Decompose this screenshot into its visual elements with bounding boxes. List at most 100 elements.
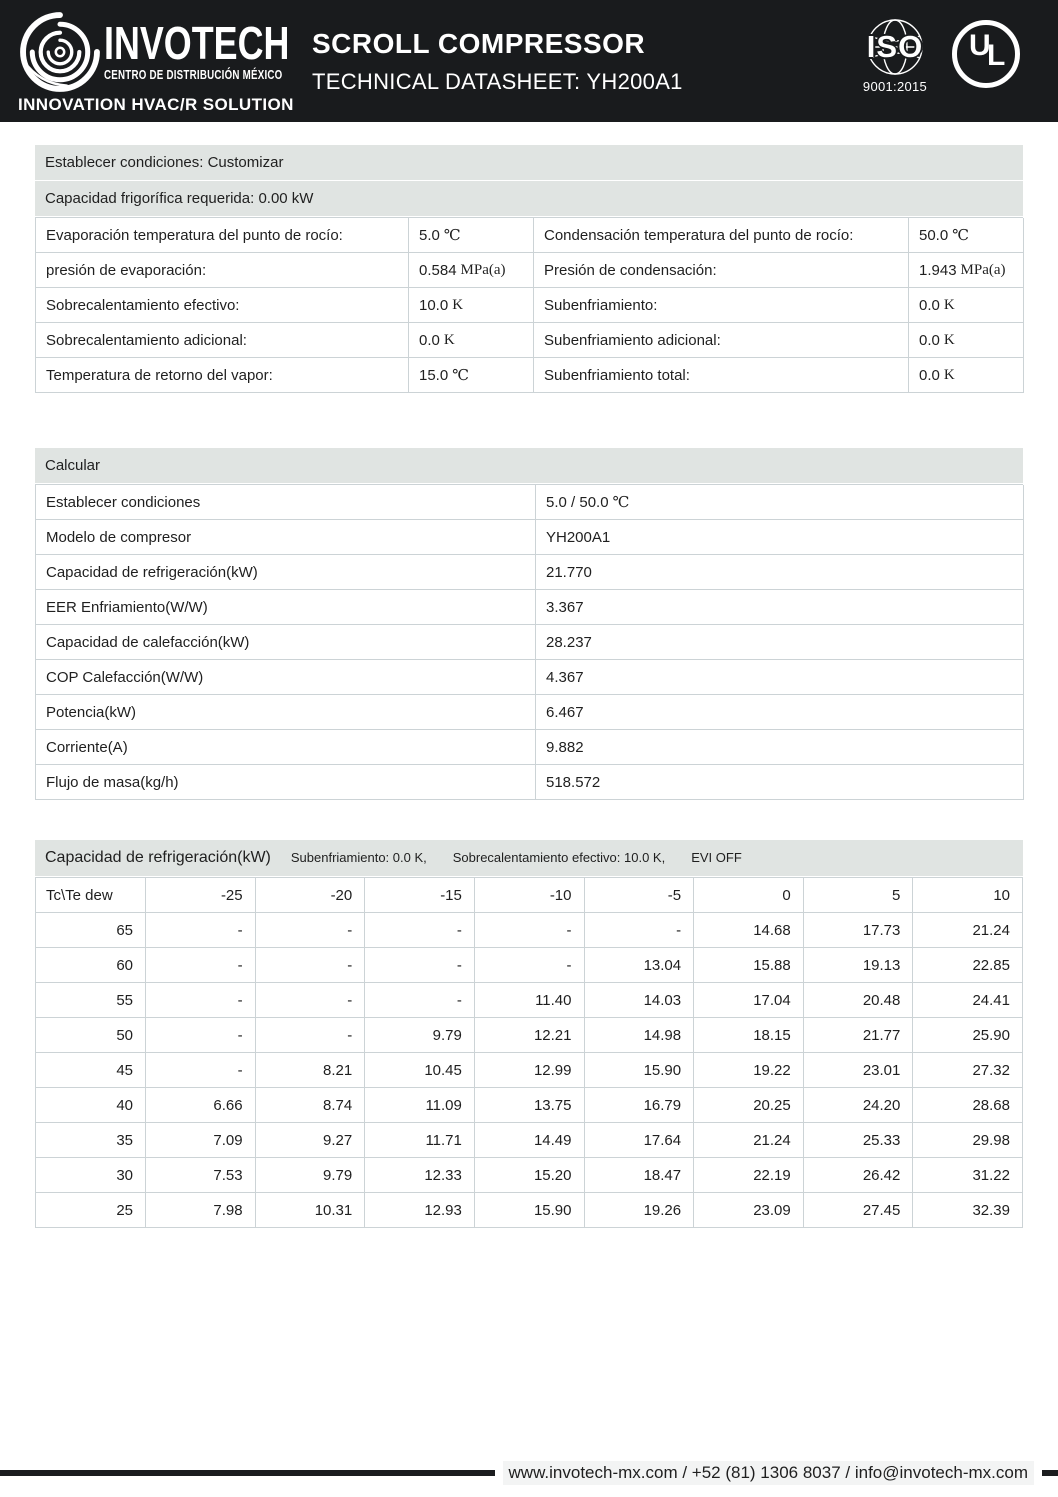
iso-globe: ISO (853, 16, 937, 78)
capacity-row: 35 7.09 9.27 11.71 14.49 17.64 21.24 25.33 29.98 (36, 1123, 1023, 1158)
header: INVOTECH CENTRO DE DISTRIBUCIÓN MÉXICO I… (0, 0, 1058, 122)
capacity-row: 55- - -11.40 14.03 17.04 20.48 24.41 (36, 983, 1023, 1018)
calculate-row: COP Calefacción(W/W) 4.367 (36, 660, 1024, 695)
logo-subline-innovation: INNOVATION HVAC/R SOLUTION (18, 95, 294, 114)
capacity-value-cell: - (146, 948, 256, 983)
capacity-value-cell: 19.26 (584, 1193, 695, 1228)
capacity-row-header: 30 (36, 1158, 146, 1193)
logo-name: INVOTECH (104, 16, 290, 69)
capacity-value-cell: 12.21 (474, 1018, 585, 1053)
capacity-value-cell: - (146, 913, 256, 948)
value-number: 21.770 (546, 563, 592, 581)
globe-icon (867, 19, 923, 75)
value-unit: K (943, 366, 955, 383)
capacity-row-header: 55 (36, 983, 146, 1018)
iso-standard-label: 9001:2015 (862, 79, 928, 94)
capacity-value-cell: 22.19 (694, 1158, 804, 1193)
condition-label-right: Subenfriamiento total: (534, 358, 909, 393)
value-number: 0.584 (419, 261, 457, 279)
condition-row: presión de evaporación: 0.584 MPa(a) Pre… (36, 253, 1024, 288)
capacity-value-cell: 7.09 (146, 1123, 256, 1158)
capacity-value-cell: - (255, 983, 366, 1018)
capacity-row-header: 50 (36, 1018, 146, 1053)
calculate-row: Establecer condiciones 5.0 / 50.0 ℃ (36, 485, 1024, 520)
capacity-value-cell: 28.68 (913, 1088, 1023, 1123)
capacity-value-cell: 9.79 (255, 1158, 366, 1193)
condition-row: Sobrecalentamiento adicional: 0.0 K Sube… (36, 323, 1024, 358)
invotech-logo: INVOTECH CENTRO DE DISTRIBUCIÓN MÉXICO I… (18, 10, 342, 115)
value-number: 518.572 (546, 773, 601, 791)
capacity-value-cell: 22.85 (913, 948, 1023, 983)
calculate-row: EER Enfriamiento(W/W) 3.367 (36, 590, 1024, 625)
capacity-subtitle-segment: Sobrecalentamiento efectivo: 10.0 K, (452, 850, 666, 865)
logo-text-stack: INVOTECH CENTRO DE DISTRIBUCIÓN MÉXICO (104, 16, 342, 83)
conditions-header-line1: Establecer condiciones: Customizar (35, 145, 1023, 180)
capacity-row: 25 7.98 10.31 12.93 15.90 19.26 23.09 27.45 32.3… (36, 1193, 1023, 1228)
value-number: 3.367 (546, 598, 584, 616)
calculate-row: Potencia(kW) 6.467 (36, 695, 1024, 730)
capacity-value-cell: 7.98 (146, 1193, 256, 1228)
calculate-value: 28.237 (536, 625, 1024, 660)
capacity-value-cell: 14.03 (584, 983, 695, 1018)
iso-label: ISO (866, 29, 924, 64)
condition-label-left: Temperatura de retorno del vapor: (36, 358, 409, 393)
value-number: 28.237 (546, 633, 592, 651)
capacity-col-header: 10 (913, 878, 1023, 913)
page-subtitle: TECHNICAL DATASHEET: YH200A1 (312, 69, 683, 94)
capacity-value-cell: 14.68 (694, 913, 804, 948)
capacity-value-cell: - (146, 1018, 256, 1053)
capacity-table: Tc\Te dew -25 -20 -15 -10 -5 0 5 10 65- - - - -14.6… (35, 877, 1023, 1228)
capacity-value-cell: 29.98 (913, 1123, 1023, 1158)
capacity-value-cell: 12.99 (474, 1053, 585, 1088)
calculate-value: 4.367 (536, 660, 1024, 695)
value-unit: ℃ (443, 227, 461, 244)
capacity-row-header: 45 (36, 1053, 146, 1088)
capacity-value-cell: - (255, 948, 366, 983)
condition-value-right: 0.0 K (909, 323, 1024, 358)
capacity-value-cell: 7.53 (146, 1158, 256, 1193)
condition-value-right: 0.0 K (909, 358, 1024, 393)
value-number: 0.0 (919, 296, 940, 314)
capacity-value-cell: 9.79 (365, 1018, 475, 1053)
capacity-col-header: -15 (365, 878, 475, 913)
capacity-value-cell: 20.48 (803, 983, 914, 1018)
calculate-value: 518.572 (536, 765, 1024, 800)
capacity-value-cell: 15.90 (474, 1193, 585, 1228)
capacity-value-cell: 9.27 (255, 1123, 366, 1158)
value-unit: MPa(a) (460, 261, 506, 278)
capacity-value-cell: 24.20 (803, 1088, 914, 1123)
capacity-subtitle-segment: EVI OFF (691, 850, 742, 865)
calculate-label: Establecer condiciones (36, 485, 536, 520)
capacity-row: 60- - - -13.04 15.88 19.13 22.85 (36, 948, 1023, 983)
capacity-row: 65- - - - -14.68 17.73 21.24 (36, 913, 1023, 948)
capacity-header-bar: Capacidad de refrigeración(kW) Subenfria… (35, 840, 1023, 876)
capacity-row-header: 60 (36, 948, 146, 983)
condition-label-right: Subenfriamiento adicional: (534, 323, 909, 358)
capacity-value-cell: 14.49 (474, 1123, 585, 1158)
capacity-subtitle: Subenfriamiento: 0.0 K, Sobrecalentamient… (291, 849, 768, 867)
calculate-row: Modelo de compresor YH200A1 (36, 520, 1024, 555)
value-number: 1.943 (919, 261, 957, 279)
footer: www.invotech-mx.com / +52 (81) 1306 8037… (0, 1460, 1058, 1486)
capacity-value-cell: 32.39 (913, 1193, 1023, 1228)
condition-label-right: Presión de condensación: (534, 253, 909, 288)
swirl-logo-icon (20, 12, 100, 92)
value-unit: K (443, 331, 455, 348)
capacity-value-cell: 19.22 (694, 1053, 804, 1088)
condition-value-left: 15.0 ℃ (409, 358, 534, 393)
capacity-value-cell: 18.15 (694, 1018, 804, 1053)
ul-badge: U L (952, 20, 1020, 88)
calculate-value: 5.0 / 50.0 ℃ (536, 485, 1024, 520)
capacity-col-header: -5 (584, 878, 695, 913)
value-unit: ℃ (952, 227, 969, 244)
value-number: 4.367 (546, 668, 584, 686)
value-number: 9.882 (546, 738, 584, 756)
capacity-row: 45-8.21 10.45 12.99 15.90 19.22 23.01 27.32 (36, 1053, 1023, 1088)
condition-value-right: 0.0 K (909, 288, 1024, 323)
capacity-value-cell: 14.98 (584, 1018, 695, 1053)
capacity-value-cell: - (146, 1053, 256, 1088)
page-title: SCROLL COMPRESSOR (312, 28, 646, 59)
capacity-col-header: -25 (146, 878, 256, 913)
condition-label-right: Condensación temperatura del punto de ro… (534, 218, 909, 253)
capacity-col-header: -20 (255, 878, 366, 913)
